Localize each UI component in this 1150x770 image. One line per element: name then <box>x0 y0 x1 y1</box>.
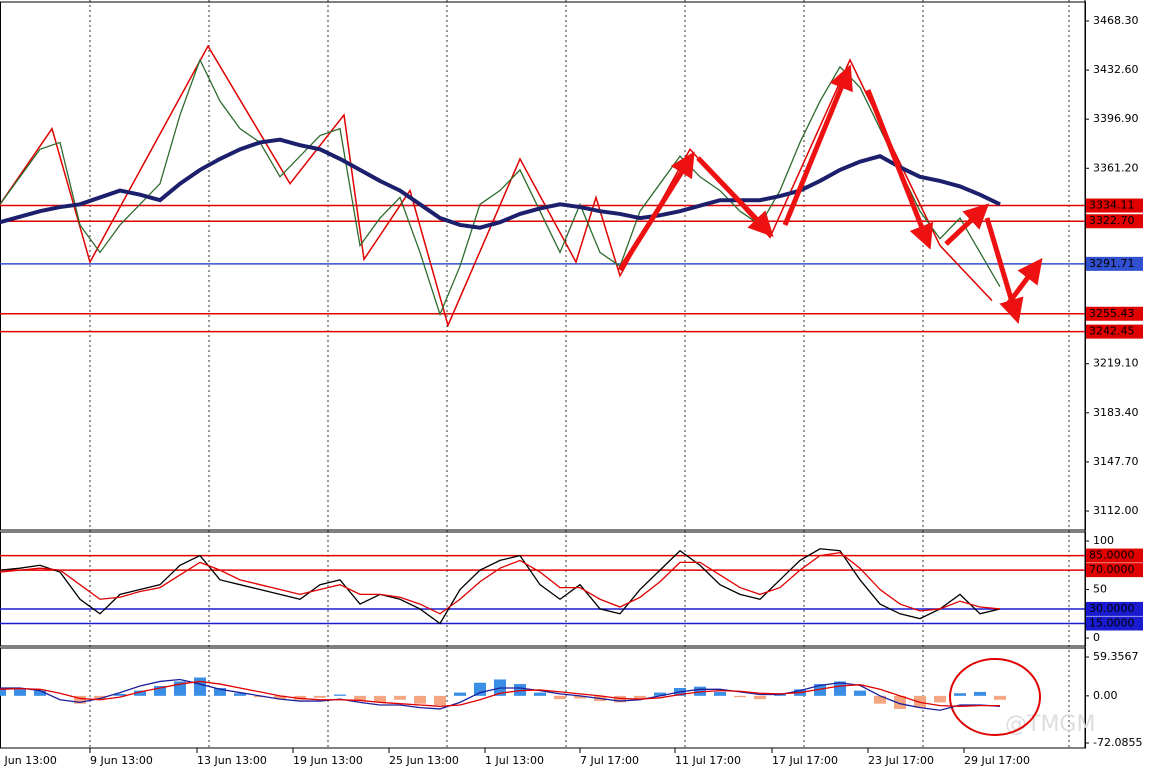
x-tick-label: 19 Jun 13:00 <box>293 754 363 767</box>
series-line <box>0 548 1001 625</box>
series-line <box>0 678 1001 711</box>
histogram-bar <box>214 687 226 696</box>
x-tick-label: 3 Jun 13:00 <box>0 754 57 767</box>
histogram-bar <box>334 694 346 696</box>
histogram-bar <box>234 693 246 696</box>
y-tick-label: 3396.90 <box>1093 112 1139 125</box>
histogram-bar <box>994 695 1006 700</box>
histogram-bar <box>274 695 286 700</box>
histogram-bar <box>574 695 586 699</box>
y-tick-label: 0.00 <box>1093 689 1118 702</box>
level-label-box <box>1086 306 1143 321</box>
histogram-bar <box>394 695 406 700</box>
level-label: 15.0000 <box>1089 616 1135 629</box>
y-tick-label: 50 <box>1093 583 1107 596</box>
x-tick-label: 9 Jun 13:00 <box>90 754 153 767</box>
y-tick-label: 3112.00 <box>1093 504 1139 517</box>
level-label: 3334.11 <box>1089 199 1135 212</box>
annotations <box>617 64 1043 324</box>
level-label-box <box>1086 198 1143 213</box>
histogram-bar <box>0 689 6 696</box>
histogram-bar <box>34 690 46 696</box>
y-tick-label: -72.0855 <box>1093 736 1142 749</box>
level-label: 3255.43 <box>1089 307 1135 320</box>
x-tick-label: 25 Jun 13:00 <box>389 754 459 767</box>
level-label: 30.0000 <box>1089 602 1135 615</box>
histogram-bar <box>314 695 326 698</box>
histogram-bar <box>894 695 906 709</box>
histogram-bar <box>474 682 486 696</box>
grid <box>0 0 1086 749</box>
y-tick-label: 100 <box>1093 534 1114 547</box>
histogram-bar <box>954 693 966 696</box>
level-label-box <box>1086 548 1143 563</box>
y-tick-label: 3468.30 <box>1093 14 1139 27</box>
histogram-bar <box>754 695 766 700</box>
y-tick-label: 3147.70 <box>1093 455 1139 468</box>
histogram-bar <box>94 695 106 700</box>
histogram-bar <box>534 692 546 696</box>
histogram-bar <box>454 692 466 696</box>
zigzag-line <box>0 44 993 328</box>
y-tick-label: 59.3567 <box>1093 650 1139 663</box>
histogram-bar <box>934 695 946 703</box>
level-label-box <box>1086 324 1143 339</box>
histogram-bar <box>854 690 866 696</box>
histogram-bar <box>874 695 886 704</box>
y-tick-label: 3183.40 <box>1093 406 1139 419</box>
histogram-bar <box>194 677 206 696</box>
level-label-box <box>1086 616 1143 631</box>
level-label-box <box>1086 256 1143 271</box>
level-label-box <box>1086 601 1143 616</box>
x-tick-label: 11 Jul 17:00 <box>675 754 741 767</box>
y-tick-label: 3361.20 <box>1093 161 1139 174</box>
level-label: 3291.71 <box>1089 257 1135 270</box>
x-tick-label: 29 Jul 17:00 <box>964 754 1030 767</box>
histogram-bar <box>74 695 86 704</box>
histogram-bar <box>694 686 706 696</box>
histogram-bar <box>14 689 26 696</box>
histogram-bar <box>834 681 846 696</box>
histogram-bar <box>614 695 626 703</box>
level-label-box <box>1086 214 1143 229</box>
x-tick-label: 17 Jul 17:00 <box>772 754 838 767</box>
highlight-circle <box>949 658 1041 736</box>
series-line <box>0 58 1001 317</box>
histogram-bar <box>414 695 426 704</box>
histogram-bar <box>974 691 986 696</box>
histogram-bar <box>374 695 386 703</box>
y-tick-label: 0 <box>1093 631 1100 644</box>
series-line <box>0 137 1001 230</box>
y-tick-label: 3219.10 <box>1093 357 1139 370</box>
histogram-bar <box>514 684 526 696</box>
x-tick-label: 13 Jun 13:00 <box>197 754 267 767</box>
level-label-box <box>1086 563 1143 578</box>
panel-frame <box>0 531 1086 647</box>
level-label: 85.0000 <box>1089 549 1135 562</box>
histogram-bar <box>734 695 746 698</box>
histogram-bar <box>714 691 726 696</box>
x-tick-label: 7 Jul 17:00 <box>580 754 639 767</box>
level-label: 3242.45 <box>1089 325 1135 338</box>
histogram-bar <box>154 686 166 696</box>
x-tick-label: 1 Jul 13:00 <box>485 754 544 767</box>
level-label: 3322.70 <box>1089 214 1135 227</box>
histogram-bar <box>634 695 646 699</box>
histogram-bar <box>554 695 566 700</box>
watermark: @TMGM <box>1005 712 1095 737</box>
histogram-bar <box>354 695 366 702</box>
histogram-bar <box>654 692 666 696</box>
y-tick-label: 3432.60 <box>1093 63 1139 76</box>
histogram-bar <box>134 690 146 696</box>
series-line <box>0 680 1000 707</box>
histogram-bar <box>434 695 446 706</box>
level-label: 70.0000 <box>1089 563 1135 576</box>
x-tick-label: 23 Jul 17:00 <box>868 754 934 767</box>
series-line <box>0 551 1001 615</box>
histogram-bar <box>114 693 126 696</box>
